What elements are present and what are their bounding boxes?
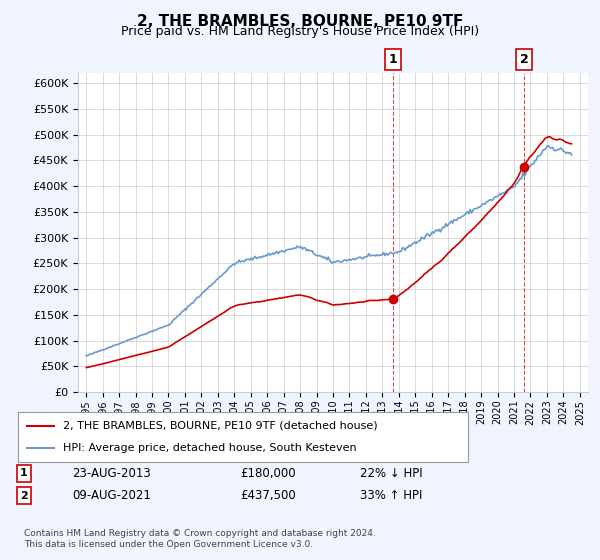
Text: 22% ↓ HPI: 22% ↓ HPI [360,466,422,480]
Text: Price paid vs. HM Land Registry's House Price Index (HPI): Price paid vs. HM Land Registry's House … [121,25,479,38]
Text: £180,000: £180,000 [240,466,296,480]
Text: 09-AUG-2021: 09-AUG-2021 [72,489,151,502]
Text: 2, THE BRAMBLES, BOURNE, PE10 9TF: 2, THE BRAMBLES, BOURNE, PE10 9TF [137,14,463,29]
Text: 23-AUG-2013: 23-AUG-2013 [72,466,151,480]
Text: 2: 2 [20,491,28,501]
Text: 2: 2 [520,53,529,66]
Text: HPI: Average price, detached house, South Kesteven: HPI: Average price, detached house, Sout… [63,443,356,453]
Text: 33% ↑ HPI: 33% ↑ HPI [360,489,422,502]
Text: 2, THE BRAMBLES, BOURNE, PE10 9TF (detached house): 2, THE BRAMBLES, BOURNE, PE10 9TF (detac… [63,421,377,431]
Text: £437,500: £437,500 [240,489,296,502]
Text: 1: 1 [389,53,397,66]
Text: Contains HM Land Registry data © Crown copyright and database right 2024.
This d: Contains HM Land Registry data © Crown c… [24,529,376,549]
Text: 1: 1 [20,468,28,478]
